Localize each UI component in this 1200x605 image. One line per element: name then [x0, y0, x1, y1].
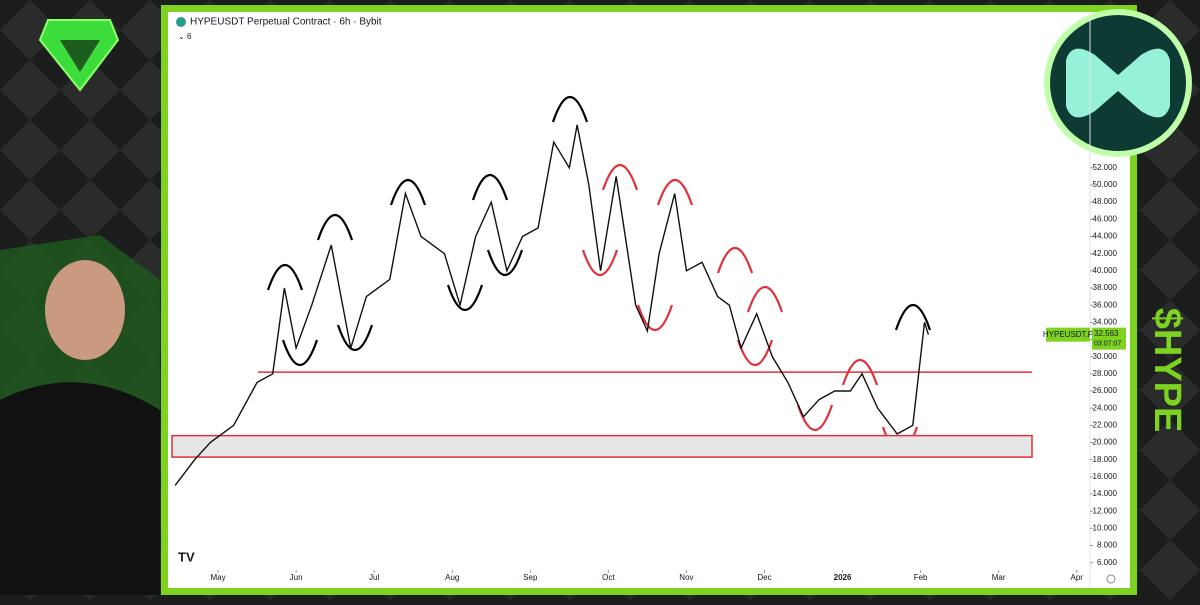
- tradingview-logo: TV: [178, 549, 195, 564]
- y-tick-label: 38.000: [1093, 283, 1118, 292]
- settings-icon: [1106, 574, 1116, 584]
- y-tick-label: 24.000: [1093, 403, 1118, 412]
- chart-title: HYPEUSDT Perpetual Contract · 6h · Bybit: [190, 17, 382, 28]
- x-tick-label: Aug: [445, 573, 459, 582]
- y-tick-label: 50.000: [1093, 180, 1118, 189]
- x-tick-label: Dec: [757, 573, 771, 582]
- y-tick-label: 30.000: [1093, 352, 1118, 361]
- y-tick-label: 10.000: [1093, 523, 1118, 532]
- x-tick-label: Feb: [914, 573, 928, 582]
- y-tick-label: 16.000: [1093, 472, 1118, 481]
- y-tick-label: 12.000: [1093, 506, 1118, 515]
- y-tick-label: 28.000: [1093, 369, 1118, 378]
- collapse-icon: ⌄: [178, 32, 185, 41]
- x-tick-label: Sep: [523, 573, 538, 582]
- logo-badge: [38, 19, 120, 92]
- presenter-area: [0, 235, 160, 595]
- x-tick-label: Apr: [1071, 573, 1084, 582]
- current-price-box: [1092, 327, 1126, 350]
- y-tick-label: 46.000: [1093, 214, 1118, 223]
- current-symbol: HYPEUSDT.P: [1043, 330, 1093, 339]
- x-tick-label: Mar: [992, 573, 1006, 582]
- y-tick-label: 36.000: [1093, 300, 1118, 309]
- coin-logo: [1044, 9, 1192, 157]
- y-tick-label: 52.000: [1093, 163, 1118, 172]
- y-tick-label: 6.000: [1097, 558, 1118, 567]
- y-tick-label: 48.000: [1093, 197, 1118, 206]
- exchange-icon: [176, 17, 186, 27]
- current-price: 32.563: [1094, 329, 1119, 338]
- price-line: [174, 124, 930, 486]
- y-tick-label: 42.000: [1093, 249, 1118, 258]
- chart-panel: [168, 12, 1130, 588]
- pattern-arcs: [266, 95, 932, 454]
- x-tick-label: Jun: [290, 573, 303, 582]
- x-tick-label: 2026: [834, 573, 852, 582]
- y-tick-label: 44.000: [1093, 232, 1118, 241]
- y-tick-label: 22.000: [1093, 420, 1118, 429]
- countdown: 03:07:07: [1094, 340, 1121, 347]
- y-tick-label: 8.000: [1097, 541, 1118, 550]
- x-tick-label: Oct: [602, 573, 615, 582]
- y-tick-label: 34.000: [1093, 317, 1118, 326]
- y-tick-label: 18.000: [1093, 455, 1118, 464]
- x-tick-label: May: [210, 573, 225, 582]
- side-ticker: $HYPE: [1146, 308, 1188, 433]
- indicator-count: 6: [187, 32, 192, 41]
- y-tick-label: 40.000: [1093, 266, 1118, 275]
- y-tick-label: 26.000: [1093, 386, 1118, 395]
- y-tick-label: 20.000: [1093, 438, 1118, 447]
- support-zone: [171, 434, 1033, 458]
- current-price-tag: [1046, 327, 1090, 342]
- y-tick-label: 14.000: [1093, 489, 1118, 498]
- x-tick-label: Nov: [679, 573, 693, 582]
- x-tick-label: Jul: [369, 573, 379, 582]
